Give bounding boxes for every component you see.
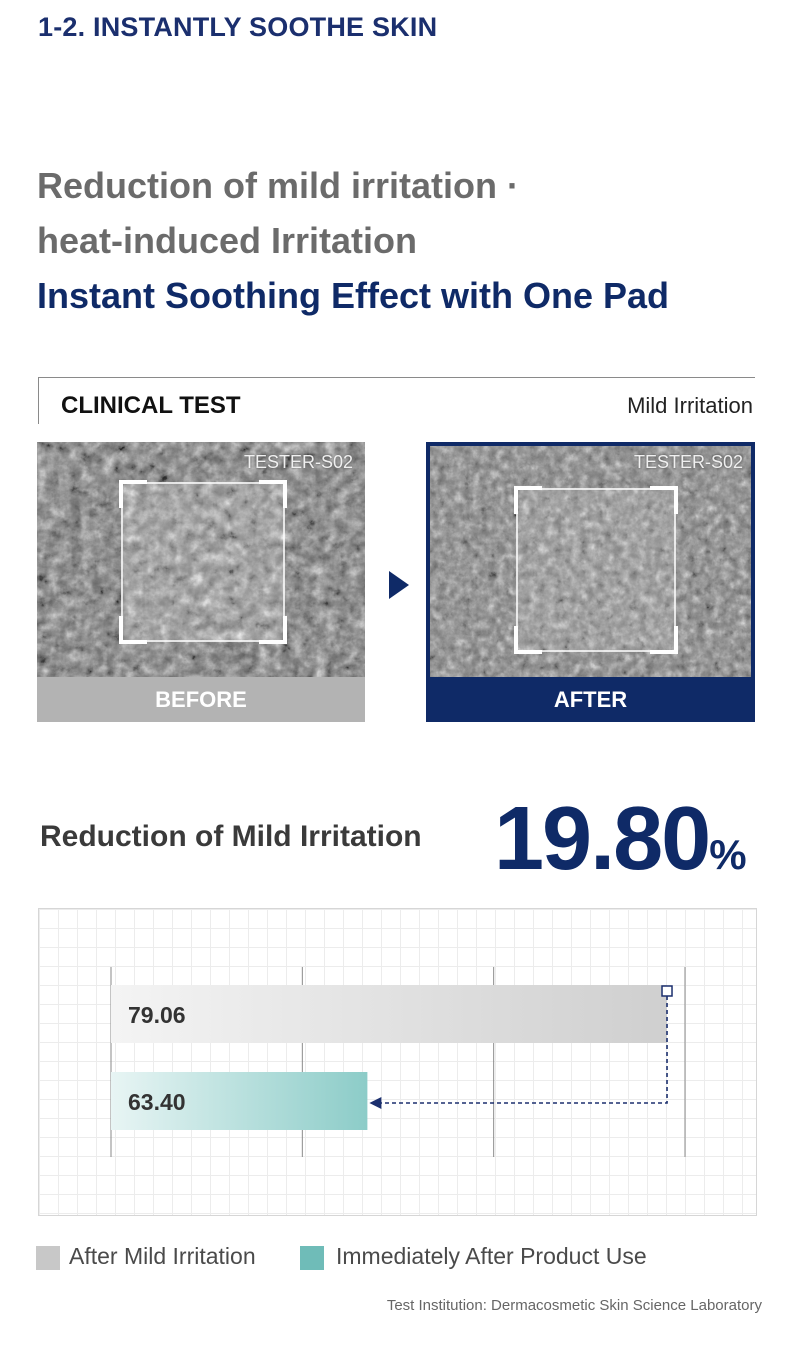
legend-swatch-teal [300,1246,324,1270]
stat-number: 19.80 [494,789,711,889]
bar-1 [111,985,668,1043]
clinical-test-header: CLINICAL TEST Mild Irritation [38,377,755,424]
bar-chart: 79.06 63.40 [110,967,686,1157]
play-arrow-icon [389,571,409,599]
stat-unit: % [709,831,747,878]
test-institution-note: Test Institution: Dermacosmetic Skin Sci… [386,1297,762,1314]
before-tester-id: TESTER-S02 [243,452,353,472]
clinical-test-label: CLINICAL TEST [61,392,241,419]
before-label: BEFORE [37,677,365,722]
before-skin-image [37,442,365,677]
headline-line-2: heat-induced Irritation [37,220,418,261]
after-tester-id: TESTER-S02 [633,452,743,472]
connector-arrow-icon [369,1097,382,1109]
chart-panel: 79.06 63.40 [38,908,757,1216]
before-photo-card: TESTER-S02 BEFORE [37,442,365,722]
after-photo-card: TESTER-S02 AFTER [426,442,755,722]
legend-swatch-gray [36,1246,60,1270]
section-title: 1-2. INSTANTLY SOOTHE SKIN [38,12,438,42]
after-skin-image [430,446,751,677]
bar-value-label-1: 79.06 [128,1002,186,1028]
legend-item-2: Immediately After Product Use [336,1243,647,1269]
stat-value: 19.80% [494,788,747,891]
headline-line-1: Reduction of mild irritation · [37,165,519,206]
legend-item-1: After Mild Irritation [69,1243,256,1269]
bar-value-label-2: 63.40 [128,1089,186,1115]
connector-start-marker [661,985,673,997]
bar-2 [111,1072,368,1130]
headline-line-3: Instant Soothing Effect with One Pad [37,275,670,316]
connector-line [379,996,668,1104]
after-label: AFTER [426,677,755,722]
stat-label: Reduction of Mild Irritation [40,820,422,853]
condition-label: Mild Irritation [627,393,753,418]
